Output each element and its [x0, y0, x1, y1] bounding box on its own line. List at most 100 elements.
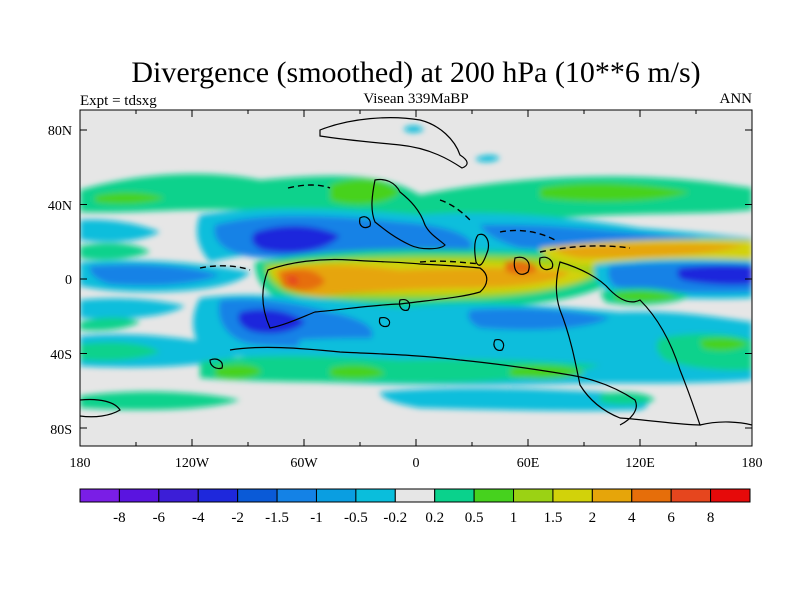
field-equator-west-blue-core — [89, 264, 220, 286]
period-label: Visean 339MaBP — [363, 91, 468, 107]
colorbar-swatch — [118, 488, 160, 503]
field-east-equator-deep-core — [677, 265, 752, 285]
field-southwest-green-patch — [80, 317, 140, 331]
field-equator-red-core — [287, 275, 299, 286]
coast-island-5 — [209, 358, 223, 370]
field-equator-orange-band — [275, 265, 570, 296]
field-northwest-green-patch — [80, 243, 150, 260]
colorbar-swatch — [670, 488, 712, 503]
field-east-orange-band — [555, 243, 745, 258]
coast-dash-5 — [287, 184, 331, 189]
colorbar-label: 0.5 — [465, 510, 484, 526]
field-north-deep-blue-core — [251, 225, 340, 253]
field-southeast-green-core-2 — [700, 337, 748, 351]
colorbar — [79, 488, 751, 503]
lon-label: 120W — [175, 456, 210, 471]
colorbar-label: -8 — [113, 510, 126, 526]
coast-island-3 — [539, 256, 554, 271]
field-south-80s-green — [80, 391, 240, 410]
lat-label: 40S — [50, 348, 72, 363]
colorbar-label: -6 — [153, 510, 166, 526]
colorbar-swatch — [394, 488, 436, 503]
lon-label: 180 — [70, 456, 91, 471]
coast-island-4 — [359, 216, 371, 229]
colorbar-swatch — [552, 488, 593, 503]
colorbar-swatch — [197, 488, 239, 503]
lat-label: 80S — [50, 423, 72, 438]
colorbar-label: 0.2 — [425, 510, 444, 526]
colorbar-swatch — [315, 488, 357, 503]
coast-dash-2 — [419, 260, 481, 265]
colorbar-swatch — [513, 488, 554, 503]
colorbar-swatch — [355, 488, 396, 503]
coast-dash-1 — [199, 265, 251, 271]
lon-label: 60W — [290, 456, 318, 471]
colorbar-swatch — [473, 488, 515, 503]
colorbar-label: -0.2 — [383, 510, 407, 526]
coast-west-edge — [80, 398, 121, 418]
coastline-dashes — [199, 184, 631, 271]
field-south-40s-green — [80, 342, 160, 361]
colorbar-label: -2 — [231, 510, 244, 526]
coast-island-7 — [378, 317, 391, 328]
field-north-green-core-1 — [330, 179, 400, 205]
coast-island-2 — [513, 256, 530, 275]
field-south-80s-green-east — [600, 392, 655, 405]
field-equator-strong-core-east — [505, 260, 538, 275]
colorbar-swatch — [710, 488, 751, 503]
colorbar-labels: -8 -6 -4 -2 -1.5 -1 -0.5 -0.2 0.2 0.5 1 1.5 2 4 6 8 — [113, 510, 714, 526]
axis-ticks — [79, 110, 753, 446]
colorbar-label: 4 — [628, 510, 636, 526]
colorbar-label: 1.5 — [544, 510, 563, 526]
coast-gondwana-north — [262, 258, 488, 329]
colorbar-swatch — [79, 488, 120, 503]
colorbar-label: -4 — [192, 510, 205, 526]
lat-label: 40N — [48, 199, 72, 214]
field-south-80s-blue — [380, 388, 648, 411]
map-title: Divergence (smoothed) at 200 hPa (10**6 … — [131, 56, 700, 89]
lon-label: 60E — [517, 456, 540, 471]
field-south-blue-core-east — [468, 308, 610, 330]
coast-laurussia — [371, 178, 446, 250]
coast-north-continent — [319, 117, 468, 169]
field-north-green-core-2 — [540, 183, 690, 202]
coast-gondwana-south — [229, 346, 637, 426]
colorbar-label: -1.5 — [265, 510, 289, 526]
colorbar-swatch — [276, 488, 317, 503]
coast-island-6 — [398, 299, 411, 311]
coast-dash-6 — [439, 199, 473, 223]
field-arctic-blue-patch-2 — [404, 125, 424, 133]
field-southeast-green-core — [615, 291, 678, 302]
field-south-60s-green-core-1 — [215, 364, 262, 379]
coast-east-edge — [699, 421, 752, 426]
field-equator-strong-core-west — [280, 269, 325, 291]
colorbar-swatch — [591, 488, 633, 503]
experiment-label: Expt = tdsxg — [80, 93, 157, 109]
colorbar-swatch — [158, 488, 199, 503]
field-south-deep-blue-core — [238, 309, 305, 334]
colorbar-label: 6 — [667, 510, 675, 526]
lat-label: 0 — [65, 273, 72, 288]
lat-label: 80N — [48, 124, 72, 139]
field-northwest-blue-patch — [80, 219, 160, 242]
colorbar-swatch — [237, 488, 278, 503]
colorbar-swatch — [631, 488, 672, 503]
field-south-60s-green-band — [200, 355, 600, 384]
coast-island-8 — [493, 339, 505, 351]
coast-dash-4 — [539, 245, 631, 253]
field-arctic-blue-patch-1 — [476, 155, 500, 163]
colorbar-label: 2 — [589, 510, 597, 526]
colorbar-label: -1 — [310, 510, 323, 526]
colorbar-label: 8 — [707, 510, 715, 526]
coastlines — [80, 117, 752, 426]
colorbar-label: -0.5 — [344, 510, 368, 526]
lon-label: 180 — [742, 456, 763, 471]
longitude-labels: 180 120W 60W 0 60E 120E 180 — [70, 456, 763, 471]
field-southwest-blue-patch — [80, 298, 185, 319]
lon-label: 120E — [625, 456, 655, 471]
divergence-field — [80, 110, 752, 446]
coast-dash-3 — [499, 229, 556, 241]
colorbar-swatch — [434, 488, 475, 503]
lon-label: 0 — [413, 456, 420, 471]
